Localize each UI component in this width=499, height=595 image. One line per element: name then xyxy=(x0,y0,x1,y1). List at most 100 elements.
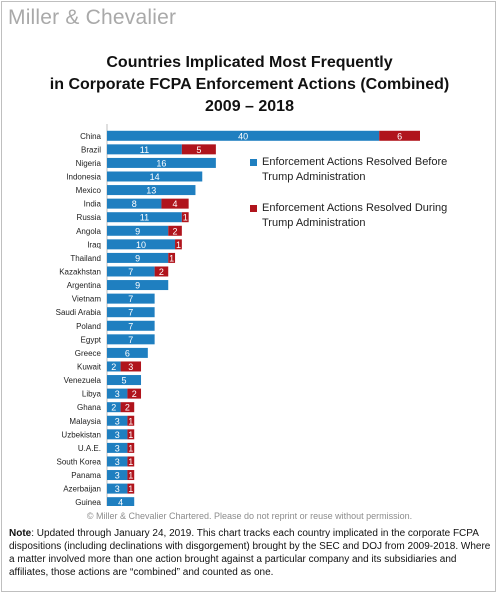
chart-title: Countries Implicated Most Frequently in … xyxy=(0,52,499,118)
data-label-brazil-during: 5 xyxy=(196,145,201,155)
legend-item-during: Enforcement Actions Resolved During Trum… xyxy=(250,201,482,231)
footnote-label: Note xyxy=(9,528,32,539)
bar-ghana-during xyxy=(120,402,135,413)
category-label-azerbaijan: Azerbaijan xyxy=(63,485,101,494)
category-label-mexico: Mexico xyxy=(76,186,102,195)
category-label-panama: Panama xyxy=(71,471,101,480)
footnote: Note: Updated through January 24, 2019. … xyxy=(9,527,493,579)
bar-kuwait-during xyxy=(120,361,142,372)
category-label-india: India xyxy=(84,200,102,209)
bar-angola-before xyxy=(107,225,169,236)
category-label-south-korea: South Korea xyxy=(57,457,102,466)
bar-u-a-e-during xyxy=(127,442,135,453)
bar-kazakhstan-before xyxy=(107,266,155,277)
bar-panama-before xyxy=(107,470,128,481)
bar-russia-during xyxy=(181,212,189,223)
bar-venezuela-before xyxy=(107,375,142,386)
bar-south-korea-during xyxy=(127,456,135,467)
category-label-indonesia: Indonesia xyxy=(66,172,101,181)
legend-label-before-line-1: Enforcement Actions Resolved Before xyxy=(262,156,448,168)
bar-nigeria-before xyxy=(107,157,216,168)
data-label-u-a-e-during: 1 xyxy=(128,443,133,453)
bar-india-during xyxy=(161,198,189,209)
bar-angola-during xyxy=(168,225,182,236)
data-label-russia-during: 1 xyxy=(183,213,188,223)
bar-poland-before xyxy=(107,320,155,331)
data-label-greece-before: 6 xyxy=(125,348,130,358)
category-label-kuwait: Kuwait xyxy=(77,362,102,371)
data-label-uzbekistan-during: 1 xyxy=(128,430,133,440)
category-label-nigeria: Nigeria xyxy=(76,159,102,168)
data-label-vietnam-before: 7 xyxy=(128,294,133,304)
data-label-russia-before: 11 xyxy=(140,213,149,223)
bar-guinea-before xyxy=(107,497,135,506)
bar-malaysia-during xyxy=(127,415,135,426)
category-label-libya: Libya xyxy=(82,390,102,399)
bar-iraq-during xyxy=(175,239,182,250)
bar-libya-during xyxy=(127,388,142,399)
category-label-poland: Poland xyxy=(76,322,101,331)
data-label-china-before: 40 xyxy=(238,131,248,141)
bar-panama-during xyxy=(127,470,135,481)
data-label-malaysia-before: 3 xyxy=(115,416,120,426)
category-label-guinea: Guinea xyxy=(75,498,101,506)
company-logo: Miller & Chevalier xyxy=(8,6,177,29)
data-label-brazil-before: 11 xyxy=(140,145,149,155)
bar-south-korea-before xyxy=(107,456,128,467)
data-label-egypt-before: 7 xyxy=(128,335,133,345)
bar-indonesia-before xyxy=(107,171,203,182)
bar-greece-before xyxy=(107,347,148,358)
legend-label-during-line-1: Enforcement Actions Resolved During xyxy=(262,202,448,214)
category-label-angola: Angola xyxy=(76,227,101,236)
category-label-china: China xyxy=(80,132,101,141)
legend-label-during-line-2: Trump Administration xyxy=(262,217,366,229)
data-label-indonesia-before: 14 xyxy=(150,172,160,182)
bar-azerbaijan-during xyxy=(127,483,135,494)
data-label-thailand-before: 9 xyxy=(135,253,140,263)
data-label-venezuela-before: 5 xyxy=(122,376,127,386)
category-label-argentina: Argentina xyxy=(67,281,102,290)
bar-kuwait-before xyxy=(107,361,121,372)
category-label-russia: Russia xyxy=(77,213,102,222)
bar-libya-before xyxy=(107,388,128,399)
data-label-argentina-before: 9 xyxy=(135,281,140,291)
bar-china-before xyxy=(107,130,380,141)
data-label-china-during: 6 xyxy=(397,131,402,141)
category-label-kazakhstan: Kazakhstan xyxy=(59,267,101,276)
chart-title-line-3: 2009 – 2018 xyxy=(205,98,294,115)
legend-item-before: Enforcement Actions Resolved Before Trum… xyxy=(250,155,482,185)
data-label-nigeria-before: 16 xyxy=(156,158,166,168)
data-label-iraq-before: 10 xyxy=(136,240,146,250)
legend-label-before-line-2: Trump Administration xyxy=(262,171,366,183)
data-label-poland-before: 7 xyxy=(128,321,133,331)
category-label-ghana: Ghana xyxy=(77,403,102,412)
bar-brazil-during xyxy=(181,144,216,155)
footnote-text: : Updated through January 24, 2019. This… xyxy=(9,528,491,578)
data-label-libya-before: 3 xyxy=(115,389,120,399)
data-label-south-korea-during: 1 xyxy=(128,457,133,467)
legend-swatch-before xyxy=(250,159,257,166)
data-label-azerbaijan-before: 3 xyxy=(115,484,120,494)
data-label-libya-during: 2 xyxy=(132,389,137,399)
data-label-kuwait-during: 3 xyxy=(128,362,133,372)
bar-uzbekistan-before xyxy=(107,429,128,440)
category-label-brazil: Brazil xyxy=(81,145,101,154)
data-label-uzbekistan-before: 3 xyxy=(115,430,120,440)
bar-argentina-before xyxy=(107,280,169,291)
data-label-kazakhstan-before: 7 xyxy=(128,267,133,277)
data-label-panama-before: 3 xyxy=(115,471,120,481)
data-label-kuwait-before: 2 xyxy=(111,362,116,372)
data-label-ghana-during: 2 xyxy=(125,403,130,413)
data-label-azerbaijan-during: 1 xyxy=(128,484,133,494)
category-label-thailand: Thailand xyxy=(70,254,101,263)
data-label-ghana-before: 2 xyxy=(111,403,116,413)
bar-azerbaijan-before xyxy=(107,483,128,494)
data-label-mexico-before: 13 xyxy=(146,186,156,196)
category-label-malaysia: Malaysia xyxy=(69,417,101,426)
chart-title-line-2: in Corporate FCPA Enforcement Actions (C… xyxy=(49,76,450,93)
bar-iraq-before xyxy=(107,239,176,250)
bar-russia-before xyxy=(107,212,182,223)
copyright-notice: © Miller & Chevalier Chartered. Please d… xyxy=(86,511,413,521)
data-label-kazakhstan-during: 2 xyxy=(159,267,164,277)
